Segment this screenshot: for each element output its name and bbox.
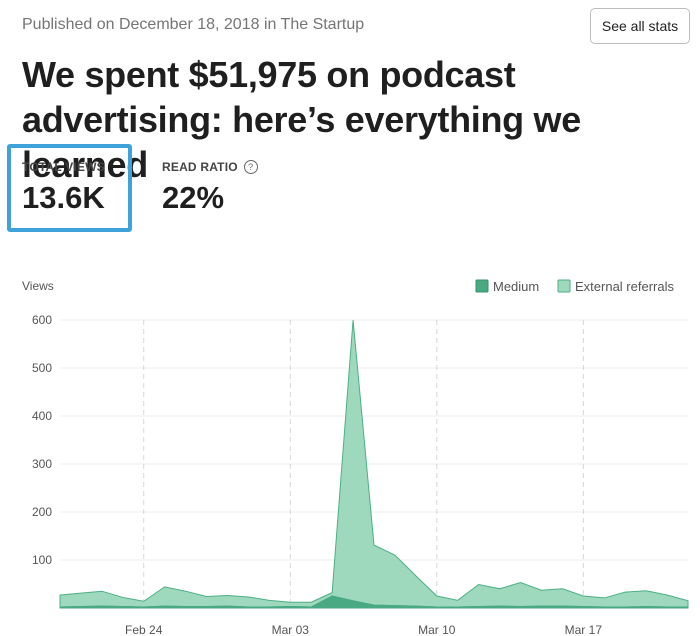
x-tick-label: Mar 10 [418,623,456,636]
help-icon[interactable]: ? [243,160,258,174]
read-ratio-stat: READ RATIO ? 22% [162,160,258,216]
views-chart: Views Medium External referrals 100 200 30… [22,279,689,636]
see-all-stats-button[interactable]: See all stats [590,8,690,44]
read-ratio-label: READ RATIO [162,160,238,174]
total-views-label: TOTAL VIEWS [22,160,105,174]
total-views-highlight [7,144,132,232]
legend-swatch-external [557,279,571,293]
read-ratio-value: 22% [162,180,225,215]
x-tick-label: Feb 24 [125,623,163,636]
legend-medium[interactable]: Medium [493,279,539,294]
y-tick-label: 400 [32,409,52,423]
x-tick-label: Mar 17 [565,623,603,636]
y-tick-label: 300 [32,457,52,471]
publication-info: Published on December 18, 2018 in The St… [22,16,365,33]
story-title: We spent $51,975 on podcast advertising:… [22,54,581,185]
y-tick-label: 500 [32,361,52,375]
y-tick-label: 100 [32,553,52,567]
legend-swatch-medium [475,279,489,293]
read-ratio-label-row: READ RATIO ? [162,160,258,174]
total-views-value: 13.6K [22,180,105,215]
y-tick-label: 200 [32,505,52,519]
total-views-stat: TOTAL VIEWS 13.6K [22,160,105,216]
chart-grid [60,319,688,609]
y-tick-label: 600 [32,313,52,327]
y-axis-title: Views [22,279,54,293]
chart-legend[interactable]: Medium External referrals [475,279,674,294]
chart-ticks: 100 200 300 400 500 600 Feb 24 Mar 03 Mar 10 Mar … [32,313,602,636]
legend-external-referrals[interactable]: External referrals [575,279,674,294]
chart-areas [59,319,689,609]
x-tick-label: Mar 03 [272,623,310,636]
series-medium [59,595,689,609]
